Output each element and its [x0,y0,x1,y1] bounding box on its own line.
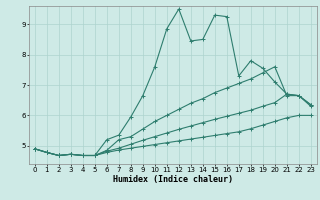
X-axis label: Humidex (Indice chaleur): Humidex (Indice chaleur) [113,175,233,184]
